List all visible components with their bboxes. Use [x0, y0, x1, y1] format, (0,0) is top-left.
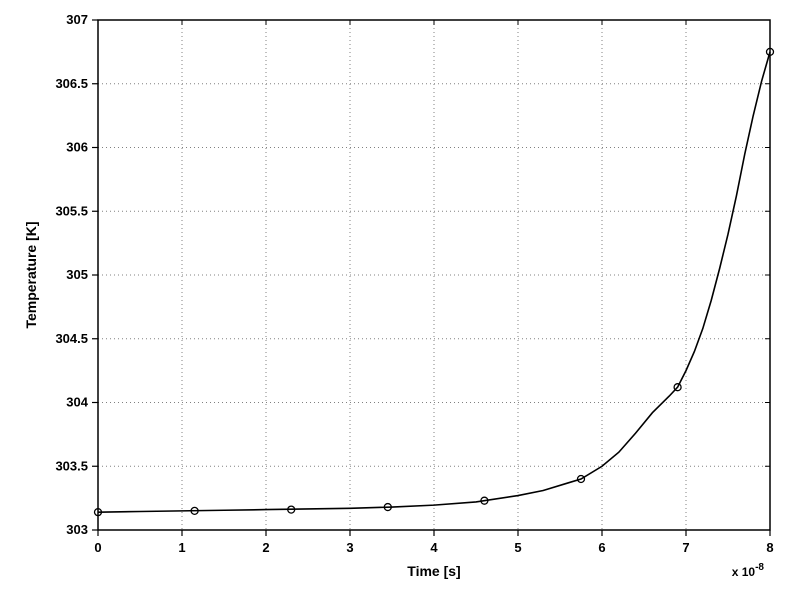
xtick-label: 3 [346, 540, 353, 555]
ytick-label: 305.5 [55, 203, 88, 218]
xtick-label: 5 [514, 540, 521, 555]
chart-bg [0, 0, 798, 600]
chart-svg: 0 1 2 3 4 5 6 7 8 303 303.5 304 304.5 305 305.5 306 306.… [0, 0, 798, 600]
chart-container: 0 1 2 3 4 5 6 7 8 303 303.5 304 304.5 305 305.5 306 306.… [0, 0, 798, 600]
x-axis-label: Time [s] [407, 563, 460, 579]
ytick-label: 306 [66, 140, 88, 155]
xtick-label: 0 [94, 540, 101, 555]
xtick-label: 7 [682, 540, 689, 555]
ytick-label: 306.5 [55, 76, 88, 91]
ytick-label: 305 [66, 267, 88, 282]
ytick-label: 304 [66, 395, 88, 410]
y-axis-label: Temperature [K] [23, 221, 39, 328]
ytick-label: 307 [66, 12, 88, 27]
ytick-label: 303.5 [55, 458, 88, 473]
xtick-label: 8 [766, 540, 773, 555]
xtick-label: 6 [598, 540, 605, 555]
xtick-label: 2 [262, 540, 269, 555]
ytick-label: 304.5 [55, 331, 88, 346]
xtick-label: 4 [430, 540, 438, 555]
xtick-label: 1 [178, 540, 185, 555]
ytick-label: 303 [66, 522, 88, 537]
